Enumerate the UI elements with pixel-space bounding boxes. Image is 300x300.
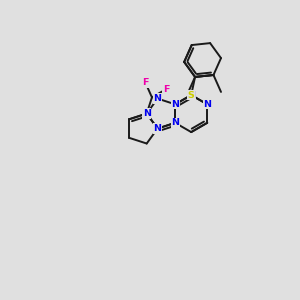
Text: N: N [154, 124, 162, 133]
Text: N: N [143, 109, 151, 118]
Text: N: N [171, 100, 179, 109]
Text: S: S [188, 91, 195, 100]
Text: F: F [163, 85, 169, 94]
Text: N: N [203, 100, 211, 109]
Text: F: F [142, 78, 148, 87]
Text: N: N [187, 91, 195, 100]
Text: N: N [171, 118, 179, 127]
Text: N: N [154, 94, 162, 103]
